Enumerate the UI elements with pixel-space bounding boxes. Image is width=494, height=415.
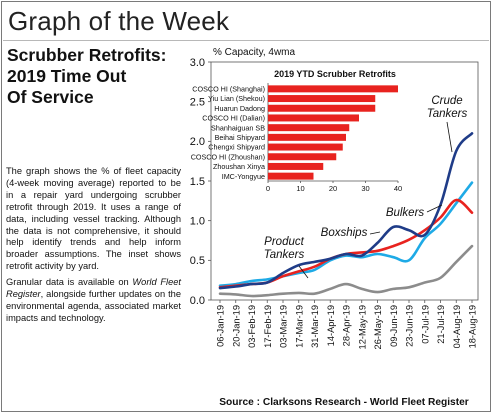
inset-bar — [268, 162, 324, 170]
inset-bar — [268, 172, 314, 180]
inset-category-label: Beihai Shipyard — [215, 133, 265, 142]
product-tankers-label: Product — [264, 236, 304, 248]
x-tick-label: 04-Aug-19 — [452, 305, 462, 348]
inset-bar — [268, 85, 398, 93]
article-paragraph: Granular data is available on World Flee… — [6, 277, 181, 325]
x-tick-label: 03-Feb-19 — [247, 305, 257, 348]
inset-bar — [268, 104, 376, 112]
inset-x-tick-label: 10 — [296, 184, 304, 193]
inset-x-tick-label: 20 — [329, 184, 337, 193]
inset-category-label: Chengxi Shipyard — [208, 143, 265, 152]
inset-x-tick-label: 30 — [361, 184, 369, 193]
inset-bar — [268, 114, 359, 122]
inset-x-tick-label: 40 — [394, 184, 402, 193]
x-tick-label: 12-May-19 — [357, 305, 367, 349]
crude-tankers-label: Tankers — [427, 108, 468, 120]
x-tick-label: 18-Aug-19 — [468, 305, 478, 348]
paragraph-text: , alongside further updates on the envir… — [6, 289, 181, 323]
y-tick-label: 1.0 — [190, 215, 205, 227]
y-tick-label: 0.0 — [190, 295, 205, 307]
series-bulkersline — [218, 198, 474, 289]
x-tick-label: 06-Jan-19 — [216, 305, 226, 347]
bulkers-pointer — [426, 204, 443, 213]
x-tick-label: 31-Mar-19 — [310, 305, 320, 348]
inset-bar — [268, 153, 337, 161]
boxships-label: Boxships — [321, 227, 368, 239]
bulkers-label: Bulkers — [386, 207, 425, 219]
x-tick-label: 14-Apr-19 — [326, 305, 336, 346]
inset-category-label: Zhoushan Xinya — [213, 162, 265, 171]
x-tick-label: 17-Mar-19 — [294, 305, 304, 348]
inset-category-label: IMC-Yongyue — [222, 172, 265, 181]
inset-category-label: COSCO HI (Zhoushan) — [191, 152, 265, 161]
inset-bar — [268, 95, 376, 103]
x-tick-label: 23-Jun-19 — [405, 305, 415, 347]
product-tankers-pointer — [298, 265, 309, 279]
series-boxshipsline — [218, 181, 474, 287]
x-tick-label: 21-Jul-19 — [436, 305, 446, 344]
x-tick-label: 28-Apr-19 — [342, 305, 352, 346]
boxships-pointer — [369, 231, 381, 235]
inset-category-label: COSCO HI (Dalian) — [202, 114, 265, 123]
title-divider — [3, 40, 489, 41]
source-note: Source : Clarksons Research - World Flee… — [219, 397, 469, 408]
page-title: Graph of the Week — [8, 6, 230, 36]
x-tick-label: 03-Mar-19 — [279, 305, 289, 348]
headline-line: Scrubber Retrofits: — [7, 45, 167, 65]
y-tick-label: 2.5 — [190, 96, 205, 108]
x-tick-label: 09-Jun-19 — [389, 305, 399, 347]
inset-bar — [268, 143, 343, 151]
y-tick-label: 3.0 — [190, 57, 205, 69]
series-crude-tankersline — [218, 132, 474, 290]
inset-category-label: COSCO HI (Shanghai) — [192, 84, 265, 93]
product-tankers-label: Tankers — [264, 249, 305, 261]
x-tick-label: 07-Jul-19 — [420, 305, 430, 344]
inset-category-label: Yiu Lian (Shekou) — [208, 94, 265, 103]
headline-line: Of Service — [7, 87, 94, 107]
article-headline: Scrubber Retrofits: 2019 Time Out Of Ser… — [7, 45, 182, 108]
crude-tankers-label: Crude — [431, 95, 462, 107]
headline-line: 2019 Time Out — [7, 66, 127, 86]
x-tick-label: 20-Jan-19 — [231, 305, 241, 347]
x-tick-label: 26-May-19 — [373, 305, 383, 349]
y-axis-title: % Capacity, 4wma — [213, 47, 296, 58]
series-product-tankersline — [218, 244, 474, 298]
inset-title: 2019 YTD Scrubber Retrofits — [274, 69, 396, 79]
y-tick-label: 2.0 — [190, 136, 205, 148]
x-tick-label: 17-Feb-19 — [263, 305, 273, 348]
article-paragraph: The graph shows the % of fleet capacity … — [6, 166, 181, 272]
inset-x-tick-label: 0 — [266, 184, 270, 193]
y-tick-label: 0.5 — [190, 255, 205, 267]
paragraph-text: Granular data is available on — [6, 277, 133, 288]
article-body: The graph shows the % of fleet capacity … — [6, 166, 181, 329]
inset-category-label: Shanhaiguan SB — [211, 123, 265, 132]
product-name: World Fleet Register — [6, 277, 181, 300]
inset-bar — [268, 133, 346, 141]
y-tick-label: 1.5 — [190, 176, 205, 188]
crude-tankers-pointer — [446, 121, 453, 153]
inset-bar — [268, 124, 350, 132]
inset-category-label: Huarun Dadong — [214, 104, 265, 113]
